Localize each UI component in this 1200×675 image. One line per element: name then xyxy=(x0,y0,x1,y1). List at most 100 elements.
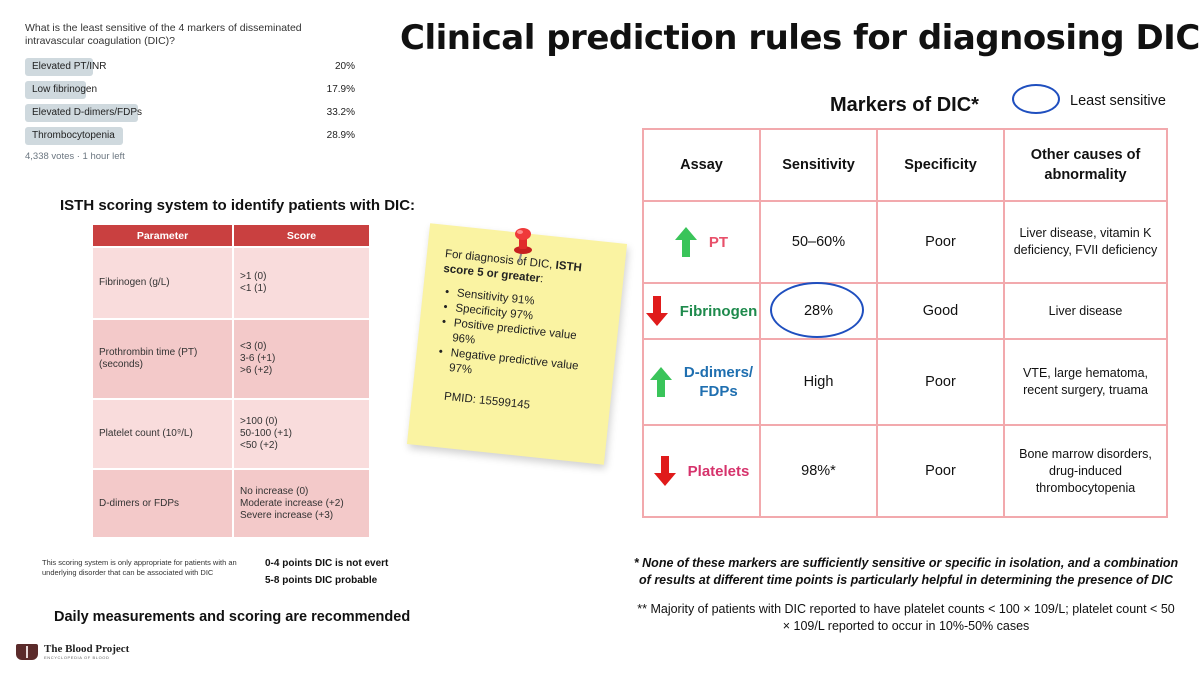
dic-row: Fibrinogen 28% Good Liver disease xyxy=(642,282,1168,340)
dic-header: Assay xyxy=(642,128,761,202)
daily-recommendation: Daily measurements and scoring are recom… xyxy=(54,609,411,625)
assay-cell: PT xyxy=(642,200,761,284)
isth-score-line: >1 (0) xyxy=(240,271,267,282)
poll-bar xyxy=(25,104,138,122)
isth-score-line: <50 (+2) xyxy=(240,440,278,451)
isth-row: Platelet count (10⁹/L) >100 (0) 50-100 (… xyxy=(93,398,369,469)
page-title: Clinical prediction rules for diagnosing… xyxy=(400,18,1200,58)
dic-row: Platelets 98%* Poor Bone marrow disorder… xyxy=(642,424,1168,518)
book-icon xyxy=(16,644,38,660)
dic-markers-table: Assay Sensitivity Specificity Other caus… xyxy=(642,128,1168,518)
isth-score-line: >6 (+2) xyxy=(240,365,273,376)
sensitivity-cell: 98%* xyxy=(759,424,878,518)
poll-option-percent: 33.2% xyxy=(326,107,355,118)
poll-meta: 4,338 votes · 1 hour left xyxy=(25,151,125,162)
isth-score-line: <3 (0) xyxy=(240,341,267,352)
dic-header: Specificity xyxy=(876,128,1005,202)
isth-title: ISTH scoring system to identify patients… xyxy=(60,197,416,214)
poll-option[interactable]: Thrombocytopenia 28.9% xyxy=(25,127,357,145)
assay-name: D-dimers/ FDPs xyxy=(683,364,754,400)
assay-name: Platelets xyxy=(687,462,750,480)
isth-score: >100 (0) 50-100 (+1) <50 (+2) xyxy=(233,398,369,469)
causes-cell: Bone marrow disorders, drug-induced thro… xyxy=(1003,424,1168,518)
legend-label: Least sensitive xyxy=(1070,93,1166,109)
poll-option-percent: 20% xyxy=(334,61,355,72)
isth-score: No increase (0) Moderate increase (+2) S… xyxy=(233,468,369,537)
assay-cell: D-dimers/ FDPs xyxy=(642,338,761,426)
isth-points-line: 5-8 points DIC probable xyxy=(265,575,378,586)
poll-option-label: Elevated D-dimers/FDPs xyxy=(32,107,143,118)
poll-option[interactable]: Elevated PT/INR 20% xyxy=(25,58,357,76)
sticky-pmid: PMID: 15599145 xyxy=(443,390,531,412)
isth-score: >1 (0) <1 (1) xyxy=(233,246,369,319)
isth-parameter: Platelet count (10⁹/L) xyxy=(93,398,234,469)
specificity-cell: Poor xyxy=(876,424,1005,518)
isth-score-line: <1 (1) xyxy=(240,283,267,294)
isth-score-line: Severe increase (+3) xyxy=(240,509,334,521)
specificity-cell: Poor xyxy=(876,200,1005,284)
poll-option-label: Thrombocytopenia xyxy=(32,130,115,141)
isth-score-line: 50-100 (+1) xyxy=(240,428,292,439)
poll-question: What is the least sensitive of the 4 mar… xyxy=(25,22,302,47)
arrow-up-icon xyxy=(649,367,672,397)
isth-points: 0-4 points DIC is not evert 5-8 points D… xyxy=(265,555,388,589)
poll-widget: What is the least sensitive of the 4 mar… xyxy=(25,22,357,162)
isth-row: Prothrombin time (PT) (seconds) <3 (0) 3… xyxy=(93,318,369,399)
isth-score-line: No increase (0) xyxy=(240,485,309,497)
isth-row: Fibrinogen (g/L) >1 (0) <1 (1) xyxy=(93,246,369,319)
isth-header: Score xyxy=(233,225,369,247)
specificity-cell: Good xyxy=(876,282,1005,340)
arrow-up-icon xyxy=(674,227,697,257)
isth-note: This scoring system is only appropriate … xyxy=(42,558,237,577)
poll-bar xyxy=(25,81,86,99)
logo-subtitle: ENCYCLOPEDIA OF BLOOD xyxy=(44,654,110,660)
isth-score: <3 (0) 3-6 (+1) >6 (+2) xyxy=(233,318,369,399)
isth-header: Parameter xyxy=(93,225,234,247)
blood-project-logo: The Blood Project ENCYCLOPEDIA OF BLOOD xyxy=(16,642,129,662)
least-sensitive-legend-circle xyxy=(1012,84,1060,114)
isth-points-line: 0-4 points DIC is not evert xyxy=(265,558,389,569)
isth-score-line: 3-6 (+1) xyxy=(240,353,276,364)
pushpin-icon xyxy=(514,228,532,263)
arrow-down-icon xyxy=(653,456,676,486)
poll-option[interactable]: Elevated D-dimers/FDPs 33.2% xyxy=(25,104,357,122)
footnote-star: * None of these markers are sufficiently… xyxy=(633,556,1179,587)
dic-header: Other causes of abnormality xyxy=(1003,128,1168,202)
dic-row: D-dimers/ FDPs High Poor VTE, large hema… xyxy=(642,338,1168,426)
sticky-list: Sensitivity 91% Specificity 97% Positive… xyxy=(436,285,605,391)
sensitivity-cell: 28% xyxy=(759,282,878,340)
assay-cell: Fibrinogen xyxy=(642,282,761,340)
dic-header: Sensitivity xyxy=(759,128,878,202)
poll-bar xyxy=(25,127,124,145)
poll-option-percent: 28.9% xyxy=(326,130,355,141)
isth-header-row: Parameter Score xyxy=(93,225,369,247)
poll-option-percent: 17.9% xyxy=(326,84,355,95)
footnote-double-star: ** Majority of patients with DIC reporte… xyxy=(637,602,1175,633)
markers-title: Markers of DIC* xyxy=(830,94,979,116)
isth-score-line: Moderate increase (+2) xyxy=(240,497,344,509)
poll-option-label: Low fibrinogen xyxy=(32,84,98,95)
isth-parameter: D-dimers or FDPs xyxy=(93,468,234,537)
causes-cell: VTE, large hematoma, recent surgery, tru… xyxy=(1003,338,1168,426)
causes-cell: Liver disease, vitamin K deficiency, FVI… xyxy=(1003,200,1168,284)
least-sensitive-value: 28% xyxy=(769,282,864,338)
assay-name: Fibrinogen xyxy=(679,302,758,320)
least-sensitive-circle xyxy=(769,282,864,338)
assay-cell: Platelets xyxy=(642,424,761,518)
logo-name: The Blood Project xyxy=(44,642,130,655)
dic-header-row: Assay Sensitivity Specificity Other caus… xyxy=(642,128,1168,202)
isth-row: D-dimers or FDPs No increase (0) Moderat… xyxy=(93,468,369,537)
poll-option[interactable]: Low fibrinogen 17.9% xyxy=(25,81,357,99)
isth-parameter: Fibrinogen (g/L) xyxy=(93,246,234,319)
specificity-cell: Poor xyxy=(876,338,1005,426)
isth-score-line: >100 (0) xyxy=(240,416,278,427)
sensitivity-cell: High xyxy=(759,338,878,426)
sticky-intro-end: : xyxy=(539,273,544,286)
poll-option-label: Elevated PT/INR xyxy=(32,61,107,72)
isth-parameter: Prothrombin time (PT) (seconds) xyxy=(93,318,234,399)
dic-row: PT 50–60% Poor Liver disease, vitamin K … xyxy=(642,200,1168,284)
arrow-down-icon xyxy=(645,296,668,326)
causes-cell: Liver disease xyxy=(1003,282,1168,340)
assay-name: PT xyxy=(708,233,729,251)
poll-bar xyxy=(25,58,93,76)
